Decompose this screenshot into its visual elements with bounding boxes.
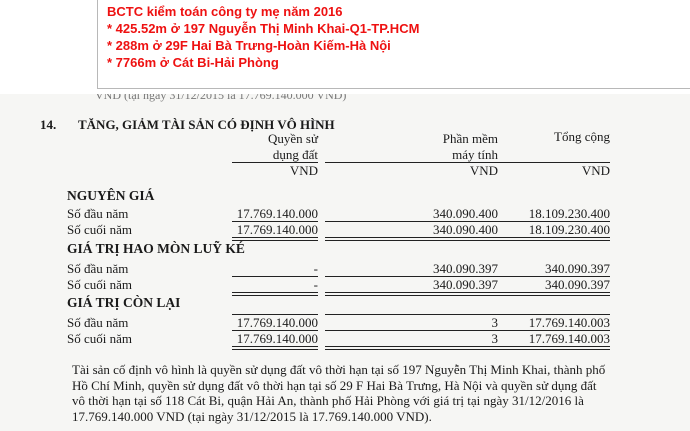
group-title: GIÁ TRỊ CÒN LẠI	[67, 295, 181, 310]
cell-value: 340.090.400	[433, 206, 498, 221]
cell-value: 18.109.230.400	[528, 222, 610, 237]
cell-value: 17.769.140.003	[528, 315, 610, 330]
row-label: Số cuối năm	[67, 277, 132, 292]
cell-value: 18.109.230.400	[528, 206, 610, 221]
cell-value: 17.769.140.000	[236, 206, 318, 221]
paragraph-line: vô thời hạn tại số 118 Cát Bi, quận Hải …	[72, 393, 584, 408]
paragraph-line: Hồ Chí Minh, quyền sử dụng đất vô thời h…	[72, 377, 597, 393]
cell-value: 3	[491, 315, 499, 330]
paragraph-line: 17.769.140.000 VND (tại ngày 31/12/2015 …	[72, 408, 432, 424]
row-label: Số đầu năm	[67, 315, 129, 330]
group-title: NGUYÊN GIÁ	[67, 188, 155, 203]
column-header: Quyền sử	[267, 131, 318, 146]
section-number: 14.	[40, 117, 57, 132]
row-label: Số cuối năm	[67, 331, 132, 346]
cell-value: 17.769.140.000	[236, 331, 318, 346]
cell-value: 340.090.400	[433, 222, 498, 237]
note-line: BCTC kiểm toán công ty mẹ năm 2016	[107, 4, 343, 19]
unit-label: VND	[469, 163, 498, 178]
cell-value: -	[313, 277, 318, 292]
note-line: * 7766m ở Cát Bi-Hải Phòng	[107, 55, 279, 70]
cell-value: 17.769.140.000	[236, 222, 318, 237]
row-label: Số đầu năm	[67, 261, 129, 276]
cell-value: 17.769.140.003	[528, 331, 610, 346]
column-header: máy tính	[452, 147, 498, 162]
cell-value: 17.769.140.000	[236, 315, 318, 330]
paragraph-line: Tài sản cố định vô hình là quyền sử dụng…	[72, 362, 606, 377]
row-label: Số đầu năm	[67, 206, 129, 221]
unit-label: VND	[289, 163, 318, 178]
note-line: * 425.52m ở 197 Nguyễn Thị Minh Khai-Q1-…	[107, 21, 420, 36]
unit-label: VND	[581, 163, 610, 178]
annotation-note: BCTC kiểm toán công ty mẹ năm 2016 * 425…	[97, 0, 690, 89]
cell-value: -	[313, 261, 318, 276]
cell-value: 3	[491, 331, 499, 346]
obscured-text: VND (tại ngày 31/12/2015 là 17.769.140.0…	[95, 88, 347, 102]
cell-value: 340.090.397	[433, 277, 498, 292]
section-title: TĂNG, GIẢM TÀI SẢN CÓ ĐỊNH VÔ HÌNH	[78, 117, 335, 132]
cell-value: 340.090.397	[433, 261, 498, 276]
note-line: * 288m ở 29F Hai Bà Trưng-Hoàn Kiếm-Hà N…	[107, 38, 391, 53]
explanatory-paragraph: Tài sản cố định vô hình là quyền sử dụng…	[72, 362, 605, 424]
document-page	[0, 94, 690, 431]
group-title: GIÁ TRỊ HAO MÒN LUỸ KÉ	[67, 241, 245, 256]
column-header: dụng đất	[272, 147, 318, 162]
row-label: Số cuối năm	[67, 222, 132, 237]
cell-value: 340.090.397	[545, 277, 610, 292]
column-header: Phần mềm	[442, 131, 498, 146]
cell-value: 340.090.397	[545, 261, 610, 276]
column-header: Tổng cộng	[554, 129, 610, 144]
